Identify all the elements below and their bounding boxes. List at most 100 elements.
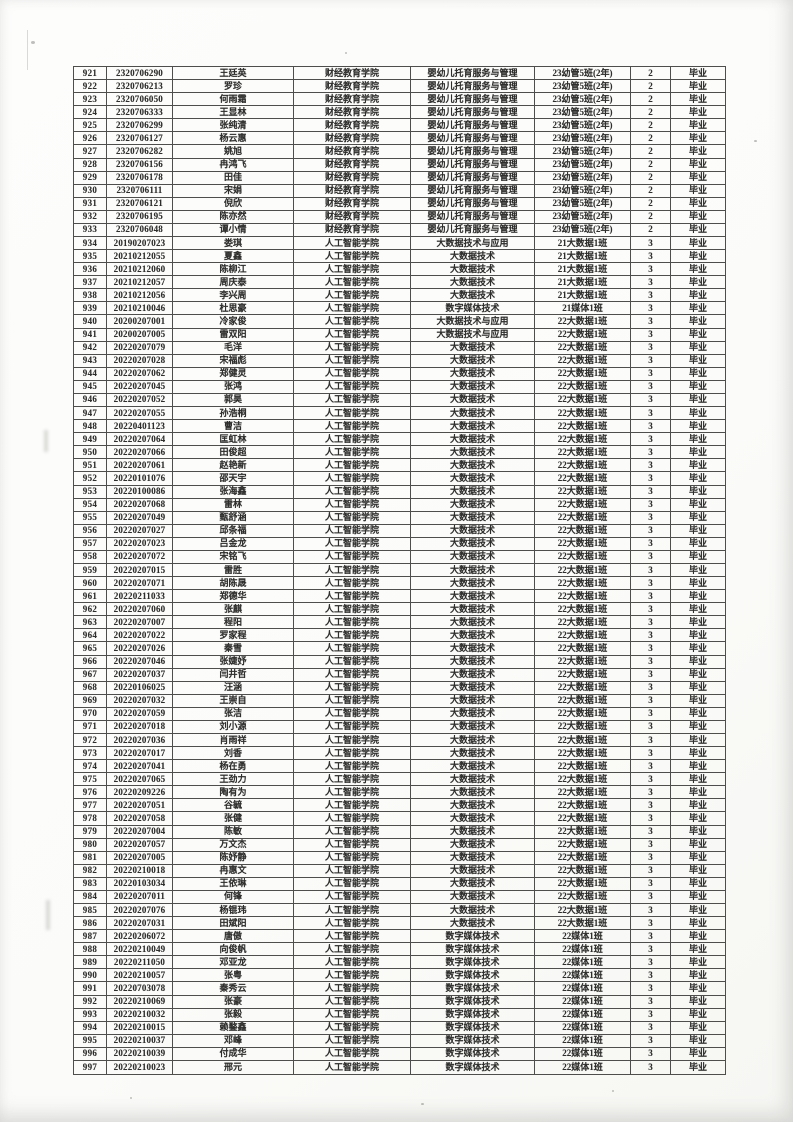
- graduation-status-cell: 毕业: [670, 92, 726, 107]
- graduation-status-cell: 毕业: [670, 902, 726, 918]
- table-row: 976 20220209226 陶有为 人工智能学院 大数据技术 22大数据1班 3 毕业: [73, 785, 726, 800]
- student-id-cell: 20220207036: [106, 732, 173, 748]
- study-years-cell: 3: [630, 706, 671, 721]
- study-years-cell: 3: [630, 445, 671, 460]
- roster-table-body: 921 2320706290 王廷英 财经教育学院 婴幼儿托育服务与管理 23幼管5班(2…: [73, 65, 726, 1076]
- graduation-status-cell: 毕业: [670, 1007, 726, 1022]
- table-row: 970 20220207059 张洁 人工智能学院 大数据技术 22大数据1班 3 毕业: [73, 706, 726, 721]
- student-name-cell: 张麒: [172, 602, 294, 617]
- college-cell: 人工智能学院: [293, 458, 411, 473]
- table-row: 955 20220207049 甄舒涵 人工智能学院 大数据技术 22大数据1班 3 毕业: [73, 510, 726, 525]
- study-years-cell: 3: [630, 876, 671, 891]
- row-number-cell: 968: [73, 680, 107, 695]
- row-number-cell: 936: [73, 262, 107, 277]
- row-number-cell: 957: [73, 536, 107, 551]
- major-cell: 大数据技术: [410, 654, 535, 669]
- student-id-cell: 20220101076: [106, 471, 173, 486]
- college-cell: 人工智能学院: [293, 314, 411, 329]
- class-name-cell: 22大数据1班: [534, 484, 631, 499]
- row-number-cell: 974: [73, 759, 107, 774]
- graduation-status-cell: 毕业: [670, 1020, 726, 1035]
- class-name-cell: 23幼管5班(2年): [534, 92, 631, 107]
- college-cell: 人工智能学院: [293, 589, 411, 604]
- table-row: 927 2320706282 姚旭 财经教育学院 婴幼儿托育服务与管理 23幼管5班(2年…: [73, 144, 726, 159]
- table-row: 983 20220103034 王依琳 人工智能学院 大数据技术 22大数据1班 3 毕业: [73, 876, 726, 891]
- student-id-cell: 2320706299: [106, 118, 173, 133]
- study-years-cell: 3: [630, 510, 671, 525]
- table-row: 945 20220207045 张鸿 人工智能学院 大数据技术 22大数据1班 3 毕业: [73, 379, 726, 394]
- table-row: 952 20220101076 邵天宇 人工智能学院 大数据技术 22大数据1班 3 毕业: [73, 471, 726, 486]
- row-number-cell: 962: [73, 602, 107, 617]
- graduation-status-cell: 毕业: [670, 262, 726, 277]
- major-cell: 大数据技术: [410, 288, 535, 303]
- class-name-cell: 23幼管5班(2年): [534, 209, 631, 224]
- graduation-status-cell: 毕业: [670, 157, 726, 172]
- study-years-cell: 2: [630, 92, 671, 107]
- major-cell: 大数据技术: [410, 785, 535, 800]
- class-name-cell: 22大数据1班: [534, 419, 631, 434]
- student-id-cell: 20210212055: [106, 249, 173, 264]
- table-row: 989 20220211050 邓亚龙 人工智能学院 数字媒体技术 22媒体1班 3 毕业: [73, 955, 726, 970]
- graduation-status-cell: 毕业: [670, 929, 726, 944]
- student-id-cell: 20210212056: [106, 288, 173, 303]
- table-row: 922 2320706213 罗珍 财经教育学院 婴幼儿托育服务与管理 23幼管5班(2年…: [73, 79, 726, 94]
- major-cell: 大数据技术: [410, 523, 535, 538]
- major-cell: 大数据技术: [410, 641, 535, 656]
- study-years-cell: 2: [630, 65, 671, 81]
- college-cell: 人工智能学院: [293, 994, 411, 1009]
- student-name-cell: 杨在勇: [172, 759, 294, 774]
- class-name-cell: 22大数据1班: [534, 746, 631, 761]
- student-name-cell: 谭小情: [172, 222, 294, 238]
- graduation-status-cell: 毕业: [670, 719, 726, 734]
- student-id-cell: 20220207049: [106, 510, 173, 525]
- class-name-cell: 22大数据1班: [534, 641, 631, 656]
- student-id-cell: 20220210069: [106, 994, 173, 1009]
- college-cell: 人工智能学院: [293, 497, 411, 512]
- graduation-status-cell: 毕业: [670, 942, 726, 957]
- row-number-cell: 948: [73, 419, 107, 434]
- row-number-cell: 956: [73, 523, 107, 538]
- class-name-cell: 22大数据1班: [534, 654, 631, 669]
- major-cell: 大数据技术: [410, 249, 535, 264]
- row-number-cell: 977: [73, 798, 107, 813]
- college-cell: 人工智能学院: [293, 445, 411, 460]
- college-cell: 财经教育学院: [293, 209, 411, 224]
- college-cell: 人工智能学院: [293, 902, 411, 918]
- table-row: 938 20210212056 李兴周 人工智能学院 大数据技术 21大数据1班 3 毕业: [73, 288, 726, 303]
- college-cell: 人工智能学院: [293, 667, 411, 682]
- scan-speck: [130, 1097, 132, 1099]
- study-years-cell: 3: [630, 759, 671, 774]
- row-number-cell: 963: [73, 615, 107, 630]
- graduation-status-cell: 毕业: [670, 249, 726, 264]
- table-row: 969 20220207032 王崇自 人工智能学院 大数据技术 22大数据1班 3 毕业: [73, 693, 726, 708]
- table-row: 963 20220207007 程阳 人工智能学院 大数据技术 22大数据1班 3 毕业: [73, 615, 726, 630]
- student-name-cell: 曹洁: [172, 419, 294, 434]
- graduation-status-cell: 毕业: [670, 222, 726, 238]
- graduation-status-cell: 毕业: [670, 392, 726, 408]
- student-id-cell: 20220207041: [106, 759, 173, 774]
- student-name-cell: 邢元: [172, 1059, 294, 1076]
- study-years-cell: 3: [630, 484, 671, 499]
- class-name-cell: 22大数据1班: [534, 576, 631, 591]
- student-id-cell: 2320706290: [106, 65, 173, 81]
- college-cell: 人工智能学院: [293, 549, 411, 564]
- class-name-cell: 22大数据1班: [534, 798, 631, 813]
- graduation-status-cell: 毕业: [670, 118, 726, 133]
- student-id-cell: 20220207076: [106, 902, 173, 918]
- student-id-cell: 20220207046: [106, 654, 173, 669]
- study-years-cell: 3: [630, 236, 671, 251]
- class-name-cell: 22大数据1班: [534, 327, 631, 342]
- major-cell: 大数据技术: [410, 732, 535, 748]
- class-name-cell: 22大数据1班: [534, 602, 631, 617]
- study-years-cell: 3: [630, 667, 671, 682]
- student-id-cell: 20220207028: [106, 353, 173, 368]
- student-name-cell: 匡虹林: [172, 432, 294, 447]
- study-years-cell: 3: [630, 719, 671, 734]
- college-cell: 财经教育学院: [293, 118, 411, 133]
- class-name-cell: 22大数据1班: [534, 667, 631, 682]
- college-cell: 人工智能学院: [293, 510, 411, 525]
- student-name-cell: 赵艳新: [172, 458, 294, 473]
- major-cell: 大数据技术: [410, 445, 535, 460]
- college-cell: 人工智能学院: [293, 772, 411, 787]
- student-name-cell: 雷胜: [172, 562, 294, 578]
